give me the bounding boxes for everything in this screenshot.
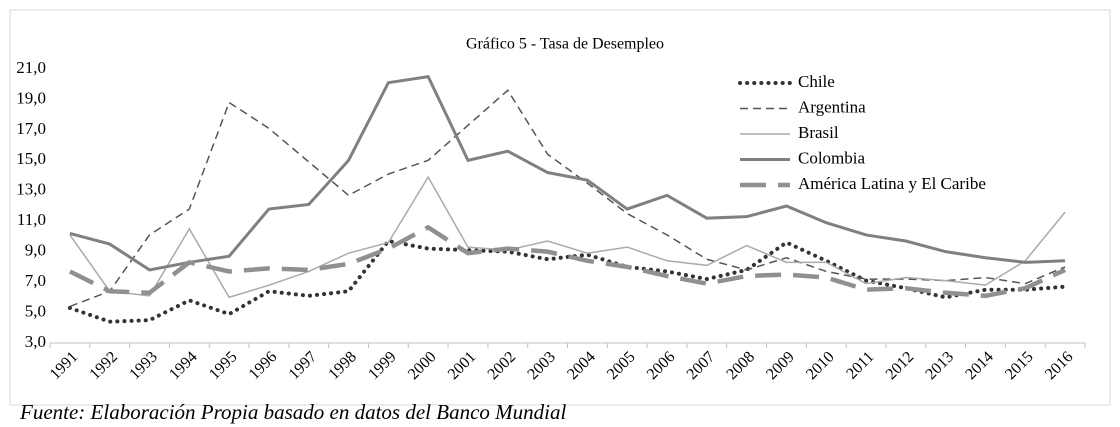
y-tick-label: 17,0: [16, 119, 46, 138]
y-tick-label: 13,0: [16, 180, 46, 199]
legend-label: Colombia: [798, 148, 866, 167]
legend-label: Chile: [798, 72, 835, 91]
y-tick-label: 19,0: [16, 88, 46, 107]
y-tick-label: 11,0: [17, 210, 46, 229]
series-line: [67, 238, 1068, 324]
y-tick-label: 7,0: [25, 271, 46, 290]
series-line: [69, 175, 1066, 299]
y-tick-label: 15,0: [16, 149, 46, 168]
footer: Fuente: Elaboración Propia basado en dat…: [19, 400, 566, 424]
legend-label: América Latina y El Caribe: [798, 174, 986, 193]
series-line: [69, 74, 1066, 272]
legend-label: Brasil: [798, 123, 839, 142]
y-tick-label: 5,0: [25, 301, 46, 320]
chart-title: Gráfico 5 - Tasa de Desempleo: [466, 36, 664, 53]
legend-label: Argentina: [798, 97, 866, 116]
y-tick-label: 21,0: [16, 58, 46, 77]
chart-frame: [9, 9, 1111, 406]
y-tick-label: 3,0: [25, 332, 46, 351]
y-tick-label: 9,0: [25, 241, 46, 260]
